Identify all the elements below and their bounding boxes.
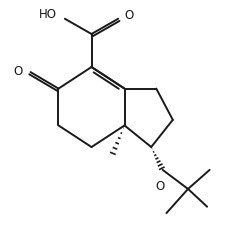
- Text: O: O: [124, 9, 134, 22]
- Text: O: O: [155, 179, 165, 192]
- Text: HO: HO: [39, 8, 57, 21]
- Text: O: O: [14, 65, 23, 78]
